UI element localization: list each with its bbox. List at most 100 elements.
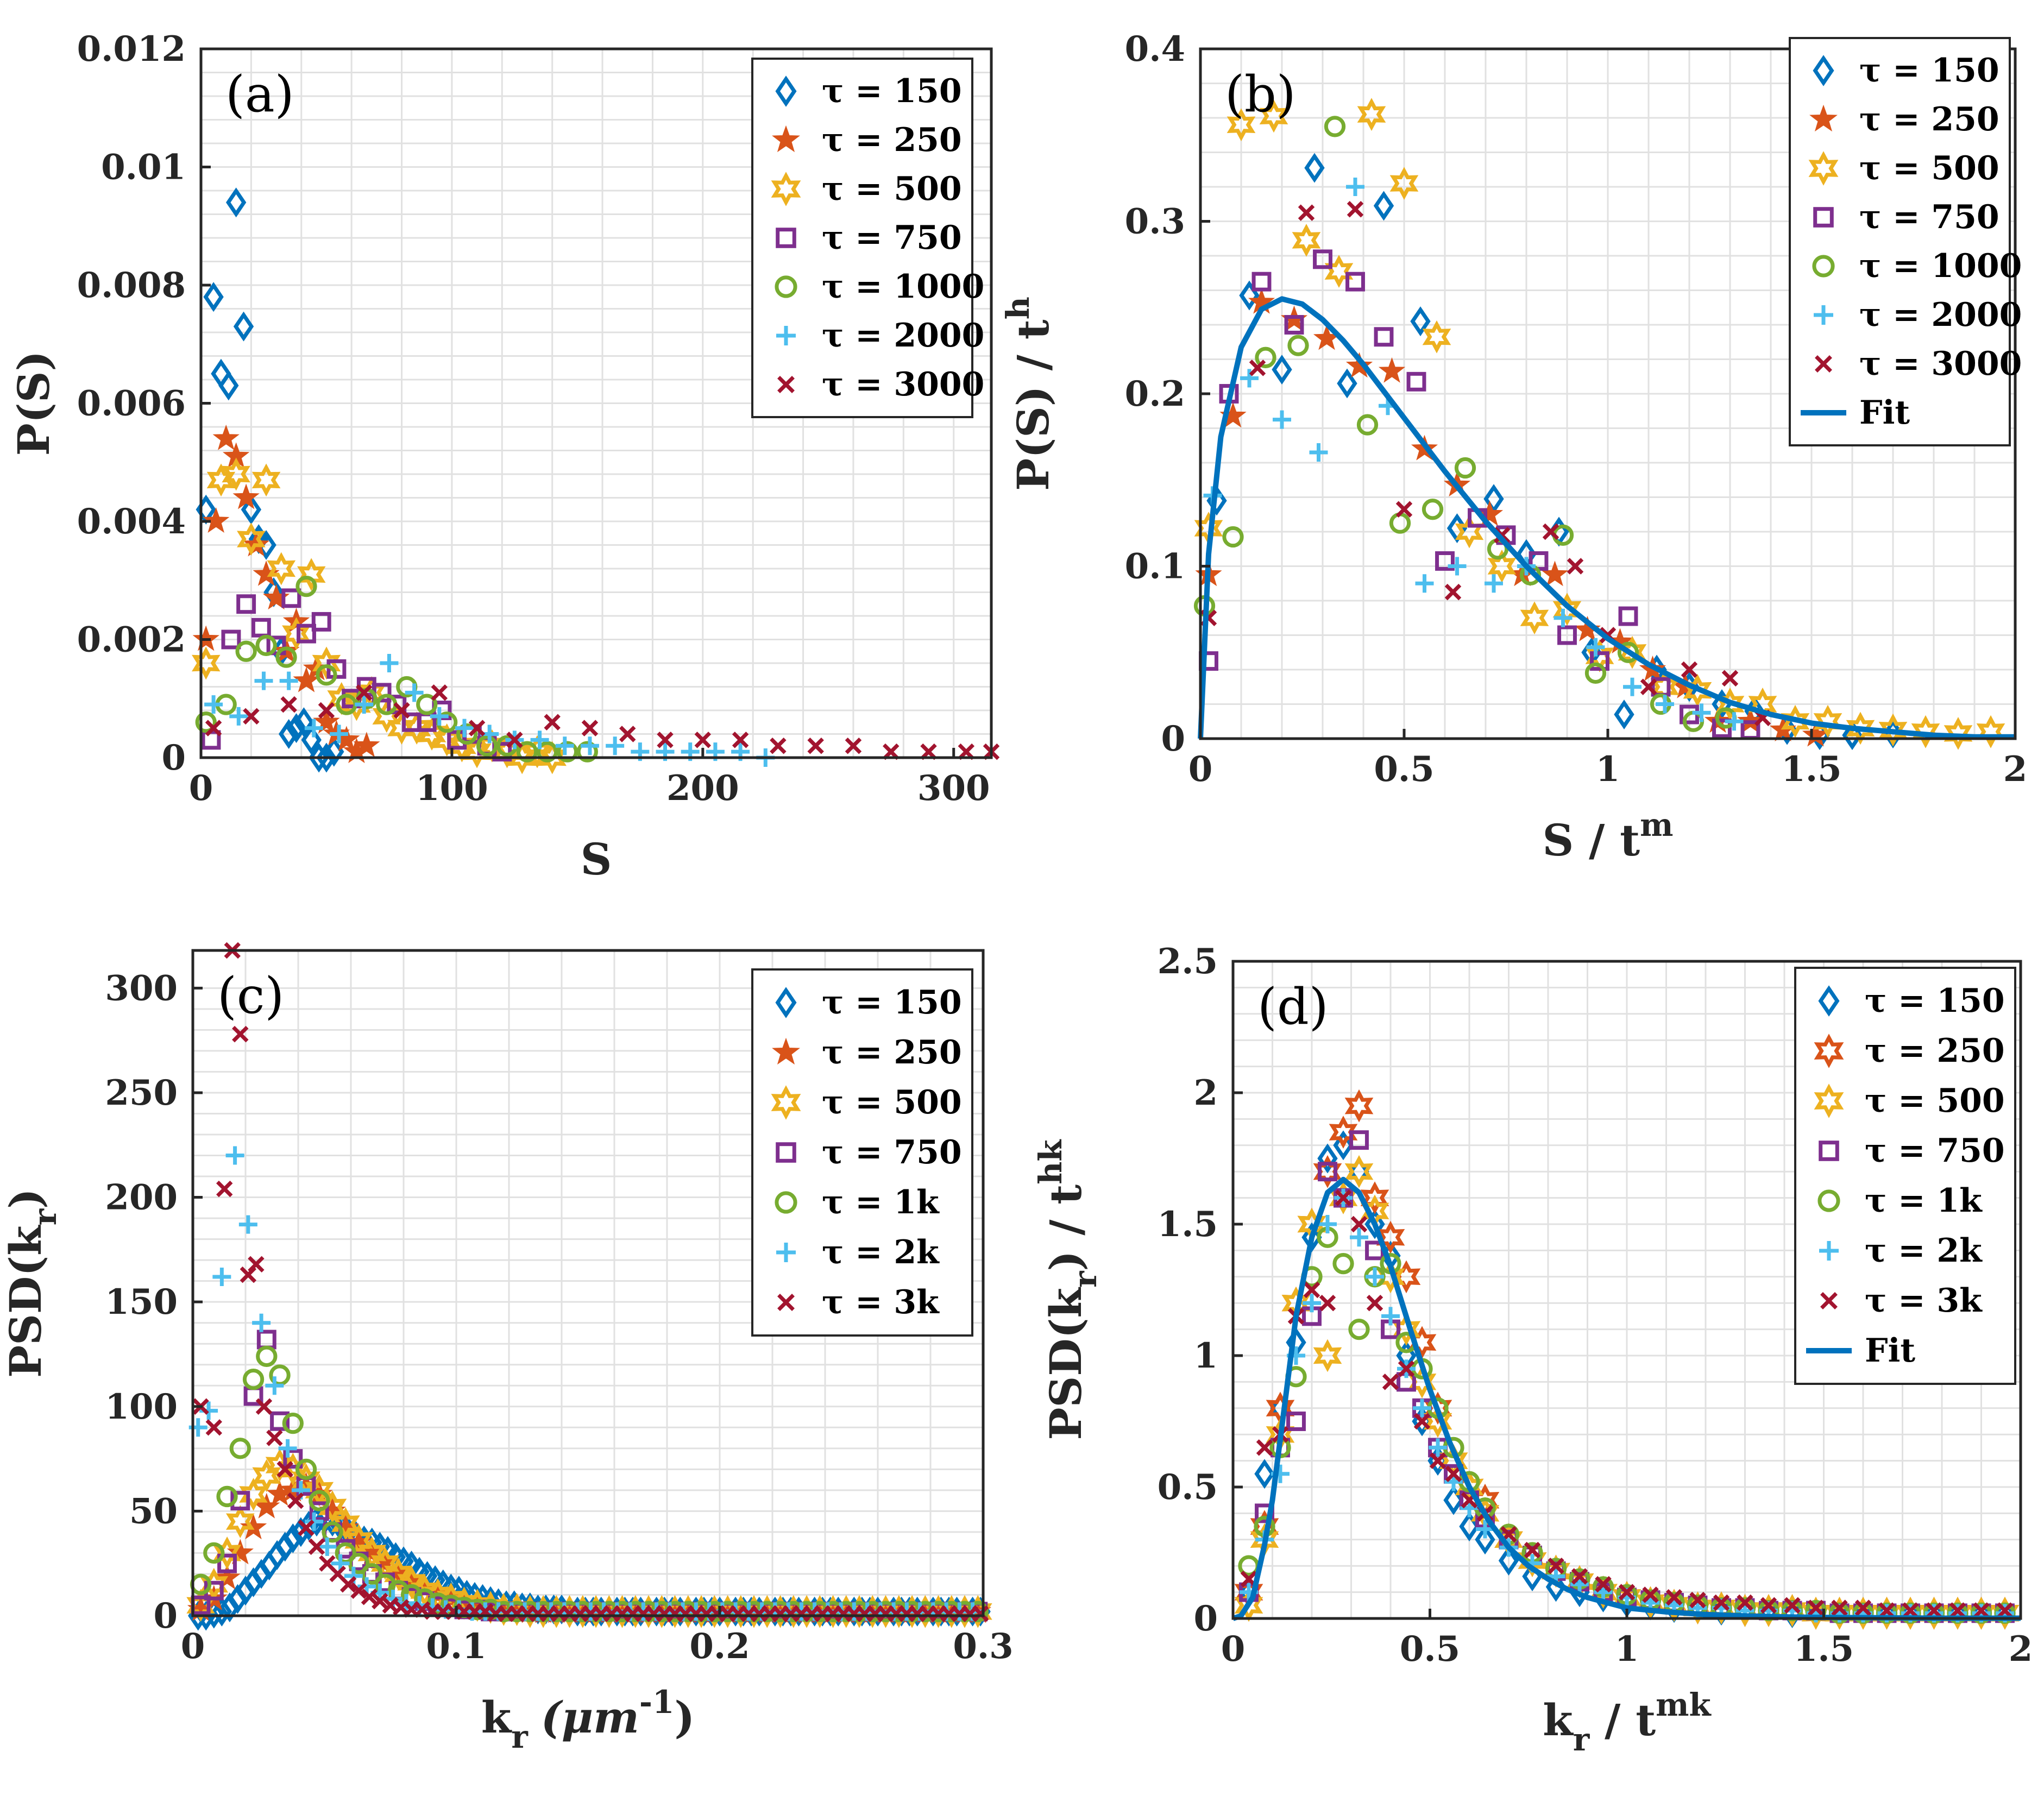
data-point [516, 741, 538, 763]
x-tick-label: 100 [416, 768, 488, 809]
data-point [1778, 1594, 1807, 1627]
data-point [1329, 1116, 1358, 1149]
data-point [1332, 1252, 1354, 1275]
data-point [206, 463, 236, 497]
data-point [1707, 1591, 1736, 1624]
panel-d-ylabel-sup: hk [1032, 1139, 1069, 1185]
data-point [1360, 1181, 1389, 1214]
data-point [1356, 414, 1379, 436]
data-point [236, 594, 256, 614]
data-point [1665, 1589, 1683, 1606]
data-point [770, 738, 787, 754]
data-point [203, 507, 230, 533]
data-point [217, 1553, 237, 1573]
data-point [297, 623, 316, 644]
legend-marker [1813, 207, 1834, 228]
data-point [1381, 1307, 1400, 1326]
legend-entry: τ = 500 [822, 1083, 962, 1122]
legend-marker [775, 275, 797, 298]
data-point [275, 646, 297, 668]
data-point [293, 707, 315, 738]
data-point [203, 1542, 225, 1564]
data-point [1240, 369, 1259, 388]
legend-marker [1809, 104, 1838, 132]
panel-c-xlabel-sub: r [511, 1718, 529, 1755]
legend-entry: τ = 1k [1865, 1182, 1983, 1220]
data-point [339, 1576, 357, 1593]
data-point [1712, 719, 1732, 738]
x-tick-label: 1 [1596, 749, 1620, 790]
data-point [324, 736, 344, 767]
panel-c-ylabel: PSD(kr) [0, 1188, 64, 1378]
data-point [1642, 1586, 1659, 1603]
x-tick-label: 1 [1615, 1629, 1639, 1670]
data-point [287, 1492, 304, 1509]
data-point [298, 1519, 315, 1536]
data-point [1590, 651, 1609, 671]
series-8 [1232, 1176, 2021, 1621]
legend-marker [1814, 1083, 1844, 1118]
data-point [203, 282, 224, 312]
panel-a: 0 100 200 300 0 0.002 0.004 0.006 0.008 0.01 0.012… [8, 29, 1000, 885]
data-point [1317, 1143, 1338, 1174]
data-point [1542, 523, 1559, 540]
data-point [1406, 371, 1426, 392]
data-point [356, 684, 373, 701]
data-point [555, 736, 574, 755]
data-point [283, 1449, 303, 1469]
data-point [318, 1490, 347, 1524]
y-tick-label: 300 [105, 968, 178, 1009]
data-point [1614, 700, 1634, 730]
data-point [972, 1605, 989, 1622]
data-point [225, 1505, 255, 1538]
data-point [316, 742, 337, 773]
data-point [1413, 1413, 1431, 1430]
data-point [322, 1521, 343, 1543]
panel-a-xlabel-main: S [581, 834, 612, 885]
data-point [205, 1419, 223, 1436]
panel-c-ylabel-close: ) [0, 1188, 51, 1209]
x-tick-label: 1.5 [1794, 1629, 1854, 1670]
data-point [1345, 352, 1373, 378]
data-point [254, 671, 273, 690]
data-point [1487, 550, 1517, 583]
data-point [1349, 1130, 1369, 1150]
y-tick-label: 150 [105, 1282, 178, 1322]
panel-a-ylabel: P(S) [8, 351, 59, 456]
data-point [1681, 661, 1698, 678]
y-tick-label: 0 [153, 1596, 178, 1636]
data-point [1429, 1438, 1447, 1457]
data-point [361, 1589, 378, 1605]
data-point [1846, 711, 1875, 745]
data-point [397, 1565, 426, 1599]
panel-d-ylabel-sub: r [1067, 1270, 1104, 1288]
legend-marker [772, 125, 800, 153]
data-point [1259, 99, 1288, 133]
panel-a-legend: τ = 150 τ = 250 τ = 500 τ = 750 τ = 1000 τ = … [751, 58, 984, 418]
data-point [276, 1461, 293, 1478]
data-point [1256, 1439, 1273, 1456]
data-point [1286, 1412, 1306, 1431]
panel-d-xlabel-sub: r [1573, 1721, 1590, 1758]
series-7 [1200, 201, 1771, 727]
data-point [807, 738, 824, 754]
data-point [225, 1146, 244, 1165]
panel-b-xlabel: S / tm [1542, 807, 1673, 866]
data-point [1337, 368, 1357, 399]
data-point [238, 1215, 257, 1234]
series-5 [1193, 116, 1737, 732]
y-tick-label: 0.1 [1125, 546, 1185, 587]
data-point [1485, 574, 1503, 593]
data-point [1640, 678, 1657, 695]
data-point [1520, 601, 1549, 635]
data-point [1557, 625, 1577, 645]
data-point [1444, 583, 1462, 601]
data-point [1518, 1544, 1547, 1577]
data-point [380, 654, 399, 672]
data-point [1725, 712, 1744, 731]
data-point [316, 664, 337, 686]
data-point [1249, 360, 1266, 376]
data-point [1304, 153, 1325, 183]
panel-d-xlabel-mid: / t [1589, 1694, 1656, 1746]
